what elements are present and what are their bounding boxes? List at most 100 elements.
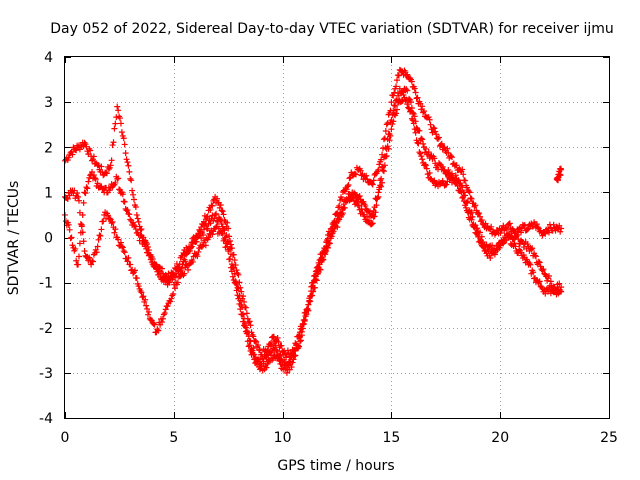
data-point <box>362 202 369 209</box>
data-point <box>166 279 173 286</box>
data-point <box>220 211 227 218</box>
series-track-a <box>62 66 565 361</box>
data-point <box>412 129 419 136</box>
data-point <box>185 266 192 273</box>
data-point <box>194 253 201 260</box>
data-point <box>345 182 352 189</box>
data-point <box>110 139 117 146</box>
data-point <box>425 114 432 121</box>
y-tick-label: 4 <box>44 50 53 66</box>
data-point <box>230 276 237 283</box>
data-point <box>255 356 262 363</box>
data-point <box>120 248 127 255</box>
data-point <box>535 258 542 265</box>
data-point <box>96 232 103 239</box>
data-point <box>122 150 129 157</box>
x-tick-label: 10 <box>274 430 292 446</box>
data-point <box>225 248 232 255</box>
data-point <box>181 270 188 277</box>
data-point <box>72 245 79 252</box>
data-point <box>459 194 466 201</box>
data-point <box>128 177 135 184</box>
data-point <box>300 320 307 327</box>
data-point <box>427 121 434 128</box>
data-point <box>76 240 83 247</box>
data-point <box>307 298 314 305</box>
data-point <box>167 298 174 305</box>
data-point <box>121 198 128 205</box>
data-point <box>418 135 425 142</box>
data-point <box>375 193 382 200</box>
data-point <box>468 195 475 202</box>
data-point <box>444 145 451 152</box>
data-point <box>373 202 380 209</box>
data-point <box>117 115 124 122</box>
data-point <box>98 226 105 233</box>
data-point <box>274 348 281 355</box>
data-point <box>369 181 376 188</box>
data-point <box>491 251 498 258</box>
data-point <box>82 190 89 197</box>
data-point <box>556 171 563 178</box>
data-point <box>474 225 481 232</box>
data-point <box>218 207 225 214</box>
data-point <box>94 180 101 187</box>
data-point <box>125 254 132 261</box>
data-point <box>458 189 465 196</box>
data-point <box>406 95 413 102</box>
data-point <box>172 274 179 281</box>
data-point <box>75 261 82 268</box>
data-point <box>322 249 329 256</box>
data-point <box>156 268 163 275</box>
data-point <box>113 114 120 121</box>
data-point <box>75 193 82 200</box>
data-point <box>454 182 461 189</box>
data-point <box>106 215 113 222</box>
data-point <box>346 175 353 182</box>
data-point <box>492 248 499 255</box>
data-point <box>403 96 410 103</box>
data-point <box>472 202 479 209</box>
data-point <box>117 239 124 246</box>
y-tick-label: -4 <box>39 411 53 427</box>
data-point <box>349 193 356 200</box>
data-point <box>352 197 359 204</box>
data-point <box>258 363 265 370</box>
data-point <box>392 102 399 109</box>
data-point <box>479 243 486 250</box>
data-point <box>404 71 411 78</box>
data-point <box>530 269 537 276</box>
data-point <box>515 228 522 235</box>
data-point <box>449 170 456 177</box>
data-point <box>465 188 472 195</box>
data-point <box>445 149 452 156</box>
data-point <box>98 163 105 170</box>
data-point <box>145 308 152 315</box>
data-point <box>419 156 426 163</box>
data-point <box>246 342 253 349</box>
data-point <box>243 310 250 317</box>
data-point <box>390 107 397 114</box>
data-point <box>433 131 440 138</box>
data-point <box>537 263 544 270</box>
data-point <box>407 99 414 106</box>
data-point <box>313 267 320 274</box>
data-point <box>77 220 84 227</box>
data-point <box>310 288 317 295</box>
data-point <box>131 196 138 203</box>
data-point <box>238 288 245 295</box>
data-point <box>172 285 179 292</box>
data-point <box>361 213 368 220</box>
data-point <box>408 78 415 85</box>
data-point <box>388 126 395 133</box>
data-point <box>370 177 377 184</box>
data-point <box>528 246 535 253</box>
plot-frame <box>64 56 610 419</box>
data-point <box>418 153 425 160</box>
data-point <box>253 338 260 345</box>
data-point <box>448 153 455 160</box>
data-point <box>159 315 166 322</box>
data-point <box>274 334 281 341</box>
data-point <box>467 195 474 202</box>
